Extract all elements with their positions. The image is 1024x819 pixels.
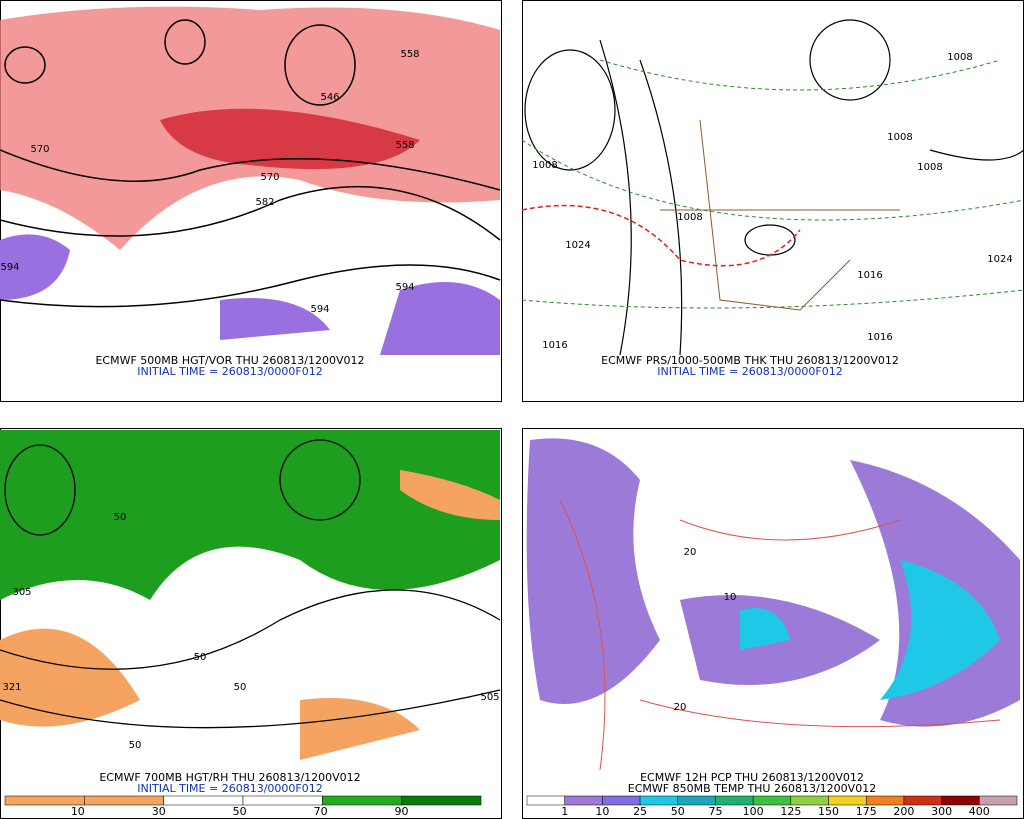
contour-label: 594 [0,262,19,273]
contour-label: 570 [30,144,49,155]
colorbar-segment [602,795,641,806]
colorbar-segment [564,795,603,806]
colorbar-segment [941,795,980,806]
colorbar-label: 175 [856,805,877,818]
contour-label: 1008 [947,52,972,63]
colorbar-label: 75 [708,805,722,818]
contour-label: 505 [480,692,499,703]
contour-label: 1016 [867,332,892,343]
colorbar-label: 50 [233,805,247,818]
colorbar-label: 50 [671,805,685,818]
contour-label: 1008 [677,212,702,223]
thickness [521,59,1024,309]
contour-label: 1016 [542,340,567,351]
contour-label: 50 [234,682,247,693]
contour-label: 582 [255,197,274,208]
colorbar-label: 100 [743,805,764,818]
contour-label: 1008 [532,160,557,171]
panel-subtitle: INITIAL TIME = 260813/0000F012 [657,365,842,378]
contour-labels: 570 594 546 558 570 582 594 594 558 1008 1024 1016 1… [0,49,1012,751]
colorbar-label: 10 [595,805,609,818]
contour-label: 1024 [987,254,1012,265]
colorbar-label: 1 [561,805,568,818]
colorbar-segment [639,795,679,806]
thickness-540 [521,204,801,267]
panel-precip: ECMWF 12H PCP THU 260813/1200V012 ECMWF … [522,428,1024,819]
contours [0,19,501,308]
contour-label: 321 [2,682,21,693]
colorbar: 1 10 25 50 75 100 125 150 175 200 300 400 [526,795,1018,818]
humidity-low [0,470,500,760]
contour-label: 558 [400,49,419,60]
panel-subtitle: INITIAL TIME = 260813/0000F012 [137,365,322,378]
precip-moderate [740,560,1000,700]
colorbar-segment [84,795,164,806]
colorbar-segment [401,795,482,806]
negative-vorticity [0,234,500,355]
colorbar-label: 90 [395,805,409,818]
colorbar-segment [865,795,905,806]
colorbar-label: 25 [633,805,647,818]
borders [660,119,900,311]
panel-title: ECMWF 500MB HGT/VOR THU 260813/1200V012 [95,354,364,367]
colorbar-label: 30 [152,805,166,818]
colorbar-label: 400 [969,805,990,818]
colorbar-segment [526,795,565,806]
humidity-high [0,430,500,600]
contour-label: 594 [395,282,414,293]
contour-label: 594 [310,304,329,315]
contour-label: 546 [320,92,339,103]
colorbar-segment [903,795,942,806]
colorbar-segment [752,795,792,806]
panel-subtitle: ECMWF 850MB TEMP THU 260813/1200V012 [628,782,876,795]
contour-label: 1024 [565,240,590,251]
panel-500mb: ECMWF 500MB HGT/VOR THU 260813/1200V012 … [0,0,502,402]
colorbar-label: 125 [780,805,801,818]
contour-label: 1016 [857,270,882,281]
contour-label: 558 [395,140,414,151]
precip-light [526,438,1020,727]
panel-frame [0,0,502,402]
colorbar-label: 150 [818,805,839,818]
colorbar-label: 300 [931,805,952,818]
colorbar-segment [4,795,85,806]
contour-label: 20 [684,547,697,558]
panel-subtitle: INITIAL TIME = 260813/0000F012 [137,782,322,795]
contour-label: 570 [260,172,279,183]
contour-label: 10 [724,592,737,603]
colorbar-label: 200 [893,805,914,818]
contours [0,439,501,729]
contour-label: 305 [12,587,31,598]
panel-700mb: ECMWF 700MB HGT/RH THU 260813/1200V012 I… [0,428,502,819]
colorbar-segment [715,795,754,806]
contour-label: 50 [114,512,127,523]
panel-title: ECMWF PRS/1000-500MB THK THU 260813/1200… [601,354,899,367]
vorticity [160,108,420,170]
contour-label: 50 [129,740,142,751]
colorbar-segment [242,795,323,806]
colorbar-segment [322,795,402,806]
temperature [559,499,1001,771]
colorbar-segment [677,795,716,806]
contour-label: 1008 [917,162,942,173]
colorbar-segment [828,795,867,806]
panel-title: ECMWF 700MB HGT/RH THU 260813/1200V012 [99,771,360,784]
colorbar-segment [790,795,829,806]
panel-title: ECMWF 12H PCP THU 260813/1200V012 [640,771,864,784]
isobars [524,19,1024,356]
colorbar-label: 70 [314,805,328,818]
colorbar-segment [163,795,244,806]
contour-label: 1008 [887,132,912,143]
colorbar-label: 10 [71,805,85,818]
colorbar: 10 30 50 70 90 [4,795,482,818]
contour-label: 20 [674,702,687,713]
contour-label: 50 [194,652,207,663]
colorbar-segment [979,795,1018,806]
